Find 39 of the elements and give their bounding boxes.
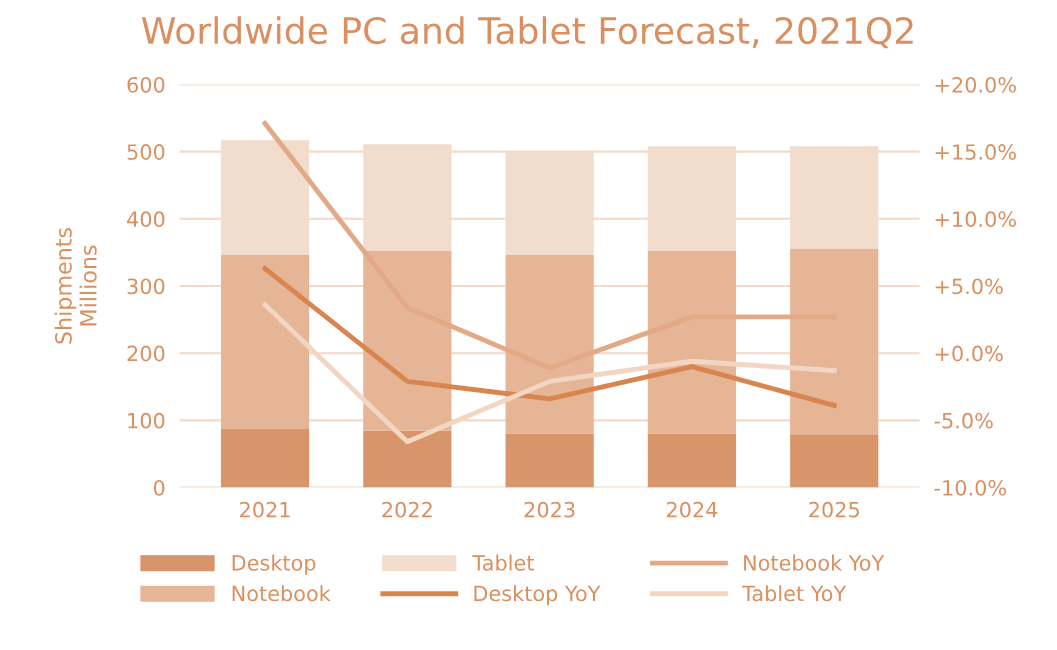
y-tick-label: 500 <box>127 144 165 160</box>
legend-label: Tablet <box>472 554 534 571</box>
y-tick-label: 300 <box>127 278 165 295</box>
y2-tick-label: -5.0% <box>934 412 993 429</box>
y2-tick-label: +15.0% <box>935 144 1016 160</box>
y-tick-label: 100 <box>128 412 165 429</box>
line-series <box>262 266 837 408</box>
legend-label: Desktop YoY <box>474 585 601 606</box>
bar <box>647 433 737 488</box>
y2-tick-label: +10.0% <box>935 211 1016 228</box>
x-tick-label: 2022 <box>382 501 432 518</box>
bar <box>790 248 879 436</box>
legend-label: Notebook <box>232 585 331 602</box>
bar <box>790 435 879 488</box>
x-tick-label: 2021 <box>240 501 290 518</box>
bar <box>363 430 452 488</box>
bar <box>220 429 310 488</box>
y2-tick-label: +20.0% <box>935 76 1016 93</box>
y2-tick-label: -10.0% <box>934 479 1007 496</box>
y2-tick-label: +5.0% <box>935 278 1003 295</box>
chart-title: Worldwide PC and Tablet Forecast, 2021Q2 <box>141 16 913 49</box>
x-tick-label: 2023 <box>524 501 575 518</box>
y2-tick-label: +0.0% <box>935 345 1003 362</box>
legend-label: Desktop <box>232 554 316 575</box>
legend-label: Tablet YoY <box>742 585 847 602</box>
bar <box>505 255 594 434</box>
bar <box>647 251 737 434</box>
x-tick-label: 2025 <box>809 501 859 518</box>
y-tick-label: 200 <box>127 345 165 362</box>
y-tick-label: 0 <box>153 479 165 496</box>
y-tick-label: 600 <box>127 76 165 93</box>
y-tick-label: 400 <box>127 211 165 228</box>
bar <box>220 255 310 430</box>
line-series <box>262 121 837 371</box>
bar <box>505 433 594 488</box>
y-axis-title: Shipments Millions <box>54 228 97 344</box>
legend-label: Notebook YoY <box>744 554 885 571</box>
bar <box>363 250 452 431</box>
x-tick-label: 2024 <box>666 501 718 518</box>
